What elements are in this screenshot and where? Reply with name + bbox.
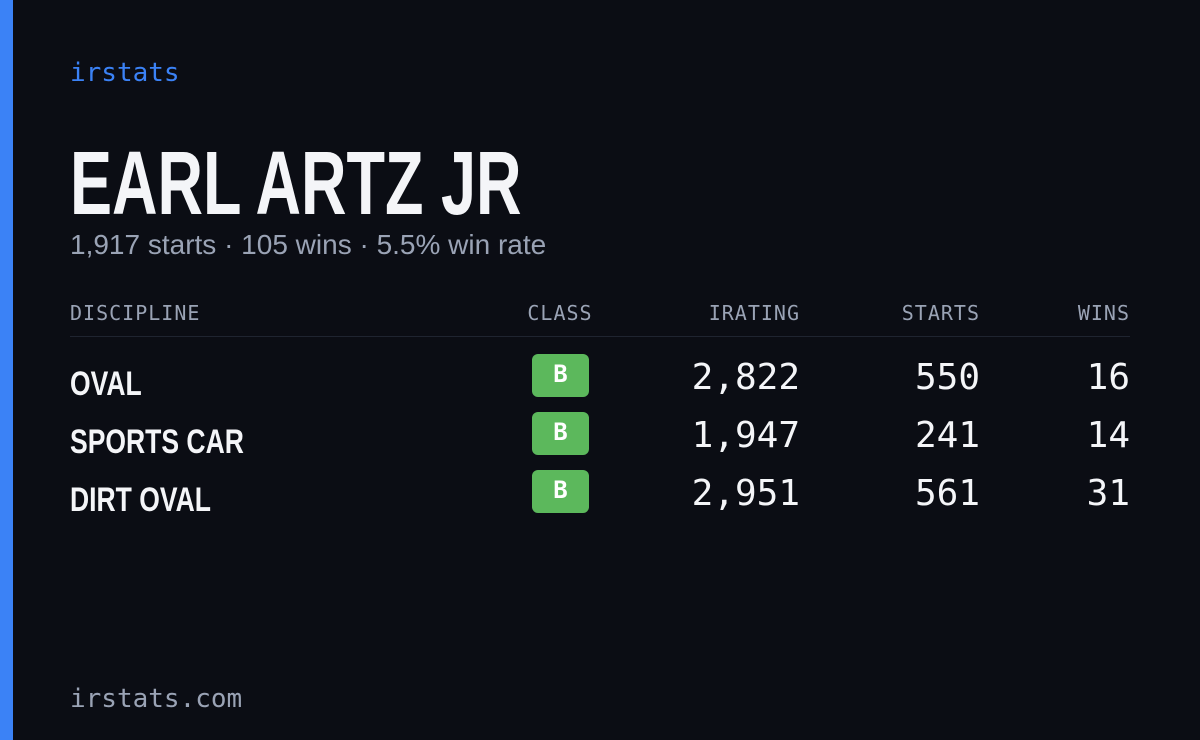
brand: irstats xyxy=(70,58,180,88)
column-header: DISCIPLINE xyxy=(70,301,201,325)
class-badge: B xyxy=(532,354,589,397)
subtitle: 1,917 starts · 105 wins · 5.5% win rate xyxy=(70,229,547,260)
discipline-name: OVAL xyxy=(70,365,142,403)
footer: irstats.com xyxy=(70,684,243,714)
stat-value: 241 xyxy=(914,415,980,456)
divider xyxy=(70,336,1130,337)
discipline-name: DIRT OVAL xyxy=(70,481,211,519)
class-badge: B xyxy=(532,412,589,455)
stat-value: 31 xyxy=(1086,473,1130,514)
stat-value: 2,951 xyxy=(691,473,800,514)
stat-value: 561 xyxy=(914,473,980,514)
accent-bar xyxy=(0,0,13,740)
column-header: WINS xyxy=(1077,301,1130,325)
column-header: IRATING xyxy=(708,301,800,325)
stat-value: 550 xyxy=(914,357,980,398)
title: EARL ARTZ JR xyxy=(70,134,522,234)
stat-value: 16 xyxy=(1086,357,1130,398)
stat-value: 2,822 xyxy=(691,357,800,398)
stat-value: 1,947 xyxy=(691,415,800,456)
column-header: STARTS xyxy=(901,301,980,325)
stat-value: 14 xyxy=(1086,415,1130,456)
column-header: CLASS xyxy=(527,301,593,325)
discipline-name: SPORTS CAR xyxy=(70,423,244,461)
class-badge: B xyxy=(532,470,589,513)
